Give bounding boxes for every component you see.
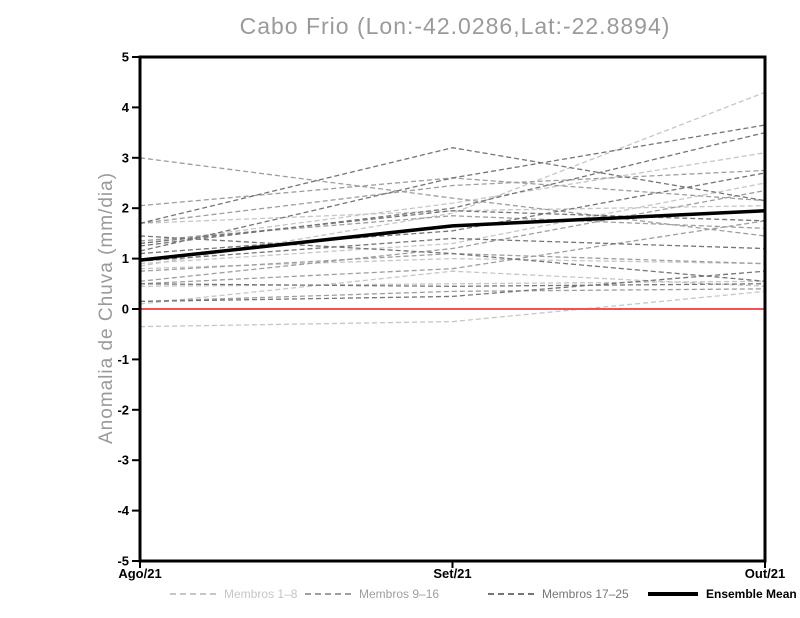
- legend: Membros 1–8 Membros 9–16 Membros 17–25 Ense…: [0, 587, 800, 607]
- y-tick-label: -4: [117, 503, 129, 518]
- member-line: [139, 157, 766, 237]
- y-tick-label: 2: [122, 201, 129, 216]
- y-tick-label: -1: [117, 352, 129, 367]
- member-line: [139, 237, 766, 262]
- member-line: [139, 172, 766, 255]
- dashed-line-icon: [305, 593, 351, 595]
- y-tick-label: 0: [122, 302, 129, 317]
- member-line: [139, 169, 766, 224]
- x-tick-label: Ago/21: [118, 566, 161, 581]
- member-line: [139, 91, 766, 267]
- member-line: [139, 235, 766, 282]
- legend-label: Membros 17–25: [542, 587, 629, 601]
- member-line: [139, 182, 766, 265]
- legend-item: Membros 17–25: [488, 587, 629, 601]
- x-tick-label: Out/21: [745, 566, 785, 581]
- y-tick-label: 5: [122, 50, 129, 65]
- member-line: [139, 215, 766, 242]
- member-line: [139, 283, 766, 287]
- member-line: [139, 177, 766, 207]
- legend-item: Membros 9–16: [305, 587, 439, 601]
- y-tick-label: -3: [117, 453, 129, 468]
- legend-label: Ensemble Mean: [706, 587, 797, 601]
- member-line: [139, 270, 766, 305]
- y-tick-label: -2: [117, 402, 129, 417]
- solid-line-icon: [648, 592, 698, 596]
- x-tick-label: Set/21: [433, 566, 471, 581]
- member-line: [139, 131, 766, 247]
- chart-title: Cabo Frio (Lon:-42.0286,Lat:-22.8894): [239, 13, 671, 39]
- member-line: [139, 124, 766, 252]
- member-line: [139, 290, 766, 328]
- member-line: [139, 270, 766, 303]
- ensemble-mean-line: [139, 208, 766, 262]
- y-tick-label: 3: [122, 150, 129, 165]
- member-line: [139, 280, 766, 287]
- dashed-line-icon: [170, 593, 216, 595]
- member-line: [139, 288, 766, 303]
- y-tick-label: 1: [122, 251, 129, 266]
- dashed-line-icon: [488, 593, 534, 595]
- y-tick-label: 4: [122, 100, 130, 115]
- member-line: [139, 152, 766, 245]
- legend-label: Membros 9–16: [359, 587, 440, 601]
- legend-label: Membros 1–8: [224, 587, 298, 601]
- member-line: [139, 147, 766, 224]
- y-tick-label: -5: [117, 554, 129, 569]
- legend-item: Membros 1–8: [170, 587, 297, 601]
- member-line: [139, 220, 766, 285]
- member-line: [139, 189, 766, 282]
- legend-item: Ensemble Mean: [648, 587, 797, 601]
